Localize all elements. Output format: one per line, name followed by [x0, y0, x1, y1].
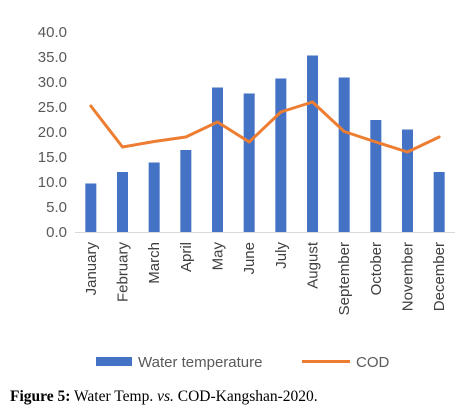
- x-tick-label-november: November: [400, 242, 417, 311]
- x-tick-label-october: October: [368, 242, 385, 295]
- y-tick-label: 20.0: [38, 124, 67, 141]
- legend: Water temperature COD: [96, 354, 390, 371]
- cod-line: [89, 100, 441, 154]
- x-tick-label-december: December: [431, 242, 448, 311]
- legend-label-water-temperature: Water temperature: [138, 354, 263, 371]
- bar-water-temperature-february: [117, 172, 128, 232]
- x-tick-label-august: August: [305, 241, 322, 289]
- bar-water-temperature-december: [433, 172, 445, 232]
- figure-caption: Figure 5: Water Temp. vs. COD-Kangshan-2…: [10, 388, 318, 406]
- cod-line-series: [89, 100, 441, 154]
- y-tick-label: 15.0: [38, 149, 67, 166]
- x-tick-label-april: April: [178, 242, 195, 272]
- bar-water-temperature-june: [243, 93, 255, 232]
- x-axis-labels: January February March April May June July Augu…: [83, 241, 448, 315]
- bar-water-temperature-july: [275, 78, 287, 232]
- chart: 0.0 5.0 10.0 15.0 20.0 25.0 30.0 35.0 40.0 Janua…: [38, 24, 455, 371]
- legend-label-cod: COD: [356, 354, 390, 371]
- bar-water-temperature-may: [212, 87, 223, 232]
- bar-water-temperature-april: [180, 150, 192, 232]
- bar-water-temperature-january: [85, 183, 97, 232]
- x-tick-label-september: September: [336, 242, 353, 315]
- bar-water-temperature-october: [370, 120, 382, 232]
- caption-text-part2: COD-Kangshan-2020.: [177, 388, 318, 405]
- bar-water-temperature-november: [402, 129, 413, 232]
- y-tick-label: 40.0: [38, 24, 67, 41]
- x-tick-label-may: May: [210, 242, 227, 271]
- x-tick-label-june: June: [241, 242, 258, 275]
- x-tick-label-march: March: [146, 242, 163, 284]
- caption-text-part1: Water Temp.: [74, 388, 154, 405]
- bar-water-temperature-august: [307, 55, 318, 232]
- water-temperature-bars: [85, 55, 445, 232]
- y-tick-label: 5.0: [46, 199, 67, 216]
- x-tick-label-january: January: [83, 242, 100, 296]
- bar-water-temperature-march: [148, 162, 160, 232]
- legend-swatch-water-temperature: [96, 357, 132, 366]
- y-tick-label: 10.0: [38, 174, 67, 191]
- y-axis-ticks: 0.0 5.0 10.0 15.0 20.0 25.0 30.0 35.0 40.0: [38, 24, 67, 241]
- y-tick-label: 35.0: [38, 49, 67, 66]
- y-tick-label: 25.0: [38, 99, 67, 116]
- x-tick-label-july: July: [273, 242, 290, 269]
- caption-figure-label: Figure 5:: [10, 388, 71, 405]
- bar-water-temperature-september: [338, 77, 350, 232]
- y-tick-label: 30.0: [38, 74, 67, 91]
- caption-vs: vs.: [157, 388, 174, 405]
- x-tick-label-february: February: [115, 242, 132, 303]
- y-tick-label: 0.0: [46, 224, 67, 241]
